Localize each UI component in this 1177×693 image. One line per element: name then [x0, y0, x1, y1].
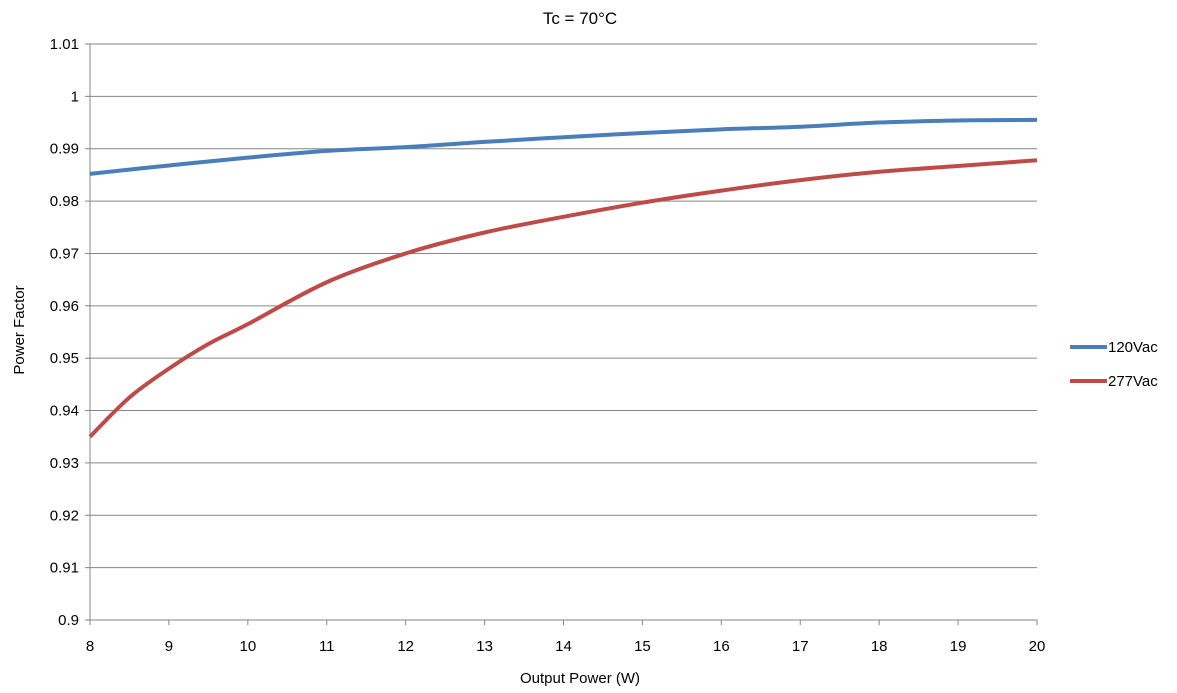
x-tick-label: 11: [319, 638, 335, 655]
y-tick-label: 0.96: [50, 298, 79, 315]
x-tick-label: 15: [634, 638, 651, 655]
x-axis-title: Output Power (W): [520, 670, 640, 687]
axes: [85, 43, 1038, 625]
y-tick-label: 0.98: [50, 193, 79, 210]
chart-title: Tc = 70°C: [543, 9, 617, 28]
x-tick-labels: 8 9 10 11 12 13 14 15 16 17 18 19 20: [86, 638, 1046, 655]
x-tick-label: 12: [397, 638, 414, 655]
x-tick-label: 19: [950, 638, 967, 655]
y-tick-label: 1.01: [50, 36, 79, 53]
y-tick-label: 0.93: [50, 455, 79, 472]
x-tick-label: 10: [239, 638, 256, 655]
legend-label-120vac: 120Vac: [1108, 339, 1158, 356]
y-tick-label: 0.91: [50, 560, 79, 577]
y-axis-title: Power Factor: [11, 285, 28, 374]
x-tick-label: 14: [555, 638, 572, 655]
y-tick-label: 0.97: [50, 245, 79, 262]
y-tick-label: 1: [71, 88, 79, 105]
series-line-120vac: [89, 117, 1038, 176]
y-tick-label: 0.9: [58, 612, 79, 629]
y-tick-label: 0.99: [50, 141, 79, 158]
x-tick-label: 20: [1029, 638, 1046, 655]
x-tick-label: 18: [871, 638, 888, 655]
y-tick-label: 0.94: [50, 403, 79, 420]
y-tick-labels: 0.9 0.91 0.92 0.93 0.94 0.95 0.96 0.97 0.98 0.99 1…: [50, 36, 79, 629]
series-line-277vac: [88, 158, 1038, 439]
x-tick-label: 17: [792, 638, 809, 655]
x-tick-label: 8: [86, 638, 94, 655]
y-tick-label: 0.95: [50, 350, 79, 367]
y-tick-label: 0.92: [50, 507, 79, 524]
series-lines: [88, 117, 1038, 439]
gridlines: [90, 43, 1037, 569]
x-tick-label: 16: [713, 638, 730, 655]
x-tick-label: 9: [165, 638, 173, 655]
x-tick-label: 13: [476, 638, 493, 655]
legend: 120Vac 277Vac: [1070, 339, 1158, 390]
legend-label-277vac: 277Vac: [1108, 373, 1158, 390]
